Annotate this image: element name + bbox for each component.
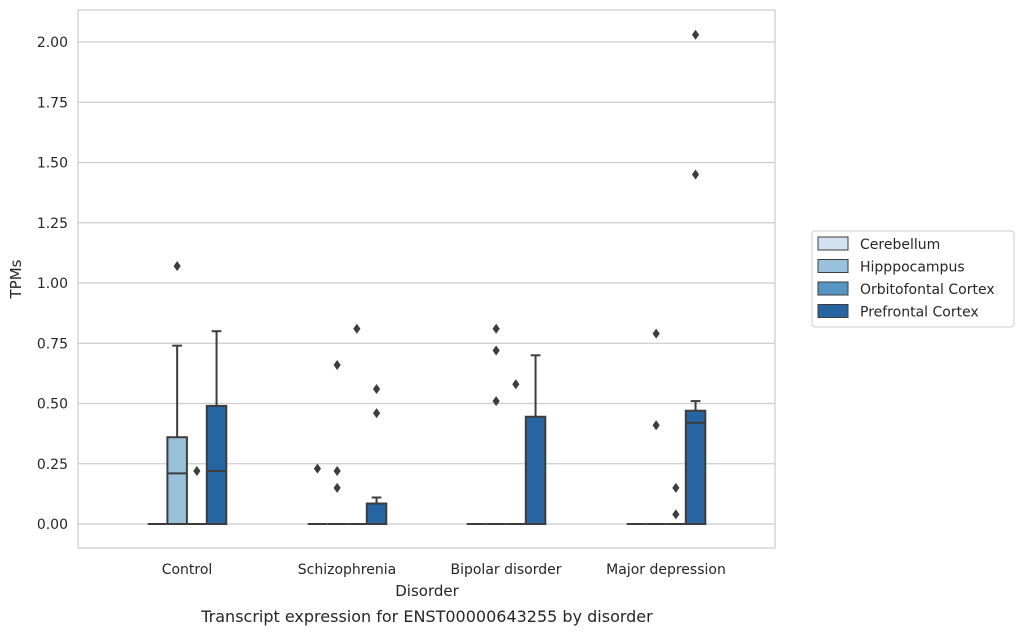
box (205, 404, 228, 525)
legend-swatch (817, 281, 849, 296)
y-tick-label: 0.75 (37, 336, 68, 352)
outlier-point (193, 465, 201, 476)
y-tick-label: 0.25 (37, 457, 68, 473)
box (684, 409, 707, 526)
series-hipppocampus (166, 261, 666, 525)
x-tick-label: Schizophrenia (298, 562, 396, 578)
outlier-point (492, 323, 500, 334)
outlier-point (672, 509, 680, 520)
outlier-point (333, 465, 341, 476)
legend-label: Orbitofontal Cortex (860, 282, 995, 298)
legend-label: Hipppocampus (860, 260, 965, 276)
outlier-point (672, 482, 680, 493)
outlier-point (353, 323, 361, 334)
legend-frame (811, 230, 1015, 328)
legend-swatch (817, 236, 849, 251)
chart-caption: Transcript expression for ENST0000064325… (200, 607, 653, 626)
y-tick-label: 1.25 (37, 216, 68, 232)
legend: Cerebellum Hipppocampus Orbitofontal Corte… (811, 230, 1015, 328)
outlier-point (691, 29, 700, 40)
legend-label: Prefrontal Cortex (860, 305, 979, 321)
x-axis-label: Disorder (395, 582, 459, 600)
legend-swatch (817, 304, 849, 318)
x-axis-ticks: Control Schizophrenia Bipolar disorder Majo… (162, 562, 726, 578)
outlier-point (492, 345, 500, 356)
box-series (147, 29, 707, 526)
y-axis-label: TPMs (7, 259, 25, 299)
y-axis-ticks: 0.00 0.25 0.50 0.75 1.00 1.25 1.50 1.75 2.00 (37, 35, 68, 533)
outlier-point (372, 408, 381, 419)
box (365, 502, 388, 526)
gridlines (78, 41, 775, 525)
y-tick-label: 1.75 (37, 95, 68, 111)
outlier-point (691, 169, 700, 180)
outlier-point (652, 328, 660, 339)
series-prefrontal-cortex (205, 29, 707, 526)
x-tick-label: Control (162, 562, 213, 578)
x-tick-label: Major depression (606, 562, 726, 578)
y-tick-label: 0.50 (37, 397, 68, 413)
outlier-point (652, 420, 660, 431)
outlier-point (512, 379, 520, 390)
box (166, 436, 188, 525)
y-tick-label: 1.00 (37, 276, 68, 292)
box (524, 415, 547, 526)
y-tick-label: 2.00 (37, 35, 68, 51)
outlier-point (372, 384, 381, 395)
outlier-point (492, 396, 500, 407)
plot-area-frame (77, 9, 776, 549)
outlier-point (173, 261, 181, 272)
y-tick-label: 1.50 (37, 156, 68, 172)
legend-label: Cerebellum (860, 237, 940, 253)
x-tick-label: Bipolar disorder (450, 562, 561, 578)
series-orbitofontal-cortex (187, 323, 686, 525)
outlier-point (313, 463, 322, 474)
legend-swatch (817, 259, 849, 273)
outlier-point (333, 482, 341, 493)
y-tick-label: 0.00 (37, 517, 68, 533)
series-cerebellum (147, 463, 647, 525)
outlier-point (333, 359, 341, 370)
